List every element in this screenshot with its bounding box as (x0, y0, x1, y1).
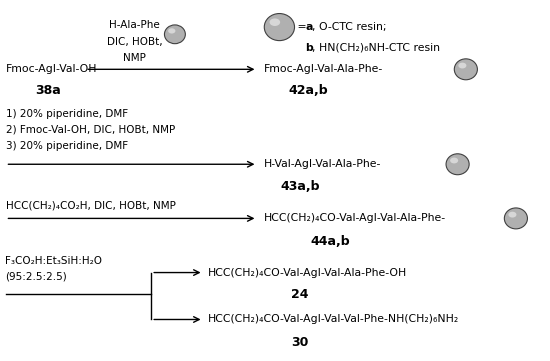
Ellipse shape (504, 208, 527, 229)
Text: HCC(CH₂)₄CO-Val-AgI-Val-Ala-Phe-OH: HCC(CH₂)₄CO-Val-AgI-Val-Ala-Phe-OH (208, 268, 407, 278)
Text: 30: 30 (291, 336, 309, 349)
Text: H-Ala-Phe: H-Ala-Phe (109, 20, 160, 30)
Ellipse shape (270, 18, 280, 26)
Text: Fmoc-AgI-Val-OH: Fmoc-AgI-Val-OH (6, 64, 97, 74)
Text: Fmoc-AgI-Val-Ala-Phe-: Fmoc-AgI-Val-Ala-Phe- (264, 64, 383, 74)
Text: HCC(CH₂)₄CO-Val-AgI-Val-Ala-Phe-: HCC(CH₂)₄CO-Val-AgI-Val-Ala-Phe- (264, 213, 446, 223)
Ellipse shape (168, 28, 175, 34)
Text: 42a,b: 42a,b (288, 84, 328, 97)
Ellipse shape (450, 157, 458, 164)
Ellipse shape (264, 13, 295, 41)
Text: a: a (305, 22, 312, 32)
Text: F₃CO₂H:Et₃SiH:H₂O: F₃CO₂H:Et₃SiH:H₂O (6, 256, 102, 266)
Text: DIC, HOBt,: DIC, HOBt, (107, 36, 163, 47)
Text: , HN(CH₂)₆NH-CTC resin: , HN(CH₂)₆NH-CTC resin (312, 43, 441, 53)
Text: NMP: NMP (123, 53, 146, 63)
Text: 3) 20% piperidine, DMF: 3) 20% piperidine, DMF (6, 141, 128, 151)
Text: 1) 20% piperidine, DMF: 1) 20% piperidine, DMF (6, 109, 128, 119)
Ellipse shape (446, 154, 469, 175)
Ellipse shape (458, 62, 466, 69)
Text: 24: 24 (291, 288, 309, 301)
Text: HCC(CH₂)₄CO₂H, DIC, HOBt, NMP: HCC(CH₂)₄CO₂H, DIC, HOBt, NMP (6, 200, 175, 210)
Text: (95:2.5:2.5): (95:2.5:2.5) (6, 272, 67, 282)
Ellipse shape (508, 212, 516, 218)
Text: H-Val-AgI-Val-Ala-Phe-: H-Val-AgI-Val-Ala-Phe- (264, 159, 381, 169)
Text: 38a: 38a (35, 84, 60, 97)
Text: , O-CTC resin;: , O-CTC resin; (312, 22, 387, 32)
Ellipse shape (164, 25, 185, 44)
Text: 2) Fmoc-Val-OH, DIC, HOBt, NMP: 2) Fmoc-Val-OH, DIC, HOBt, NMP (6, 125, 175, 135)
Text: 44a,b: 44a,b (310, 235, 350, 248)
Text: =: = (294, 22, 310, 32)
Text: b: b (305, 43, 313, 53)
Ellipse shape (454, 59, 477, 80)
Text: 43a,b: 43a,b (280, 180, 320, 193)
Text: HCC(CH₂)₄CO-Val-AgI-Val-Val-Phe-NH(CH₂)₆NH₂: HCC(CH₂)₄CO-Val-AgI-Val-Val-Phe-NH(CH₂)₆… (208, 314, 459, 325)
